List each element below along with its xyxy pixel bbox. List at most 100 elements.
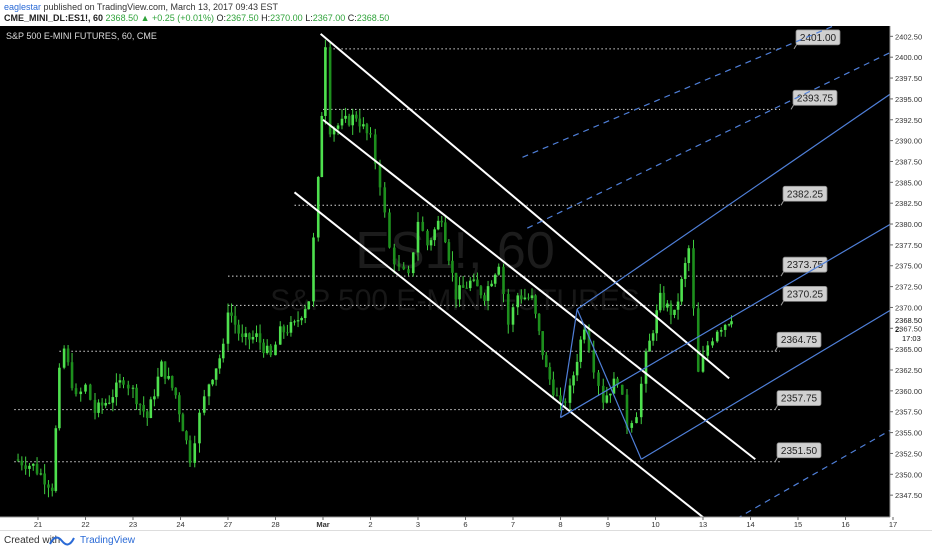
ohlc-readout: CME_MINI_DL:ES1!, 60 2368.50 ▲ +0.25 (+0…: [4, 13, 389, 23]
candle-body: [662, 292, 666, 308]
candle-body: [587, 329, 591, 351]
candle-body: [131, 387, 135, 389]
price-level-label-box: [792, 89, 838, 106]
price-level-label: 2373.75: [787, 260, 824, 271]
publish-info: eaglestar published on TradingView.com, …: [4, 2, 278, 12]
time-tick-label: 9: [606, 520, 610, 529]
candle-body: [373, 134, 377, 164]
candle-body: [316, 176, 320, 238]
candle-body: [727, 324, 731, 326]
candle-body: [293, 321, 296, 323]
candle-body: [468, 280, 472, 289]
price-level-label: 2382.25: [787, 189, 824, 200]
candle-body: [174, 387, 178, 396]
close-value: 2368.50: [356, 13, 390, 23]
candle-body: [486, 286, 490, 301]
candle-body: [476, 279, 479, 287]
time-tick-label: 6: [463, 520, 467, 529]
candle-body: [240, 333, 244, 337]
time-tick-label: 22: [81, 520, 89, 529]
candle-body: [58, 367, 61, 429]
candle-body: [666, 303, 669, 308]
candle-body: [582, 329, 586, 340]
candle-body: [687, 248, 691, 264]
candle-body: [138, 404, 142, 406]
candle-body: [170, 376, 174, 388]
candle-body: [31, 463, 35, 466]
candle-body: [730, 321, 733, 325]
candle-body: [178, 395, 181, 415]
price-tick-label: 2372.50: [895, 283, 922, 292]
candle-body: [609, 393, 612, 396]
candle-body: [135, 387, 138, 405]
price-tick-label: 2360.00: [895, 387, 922, 396]
candle-body: [274, 344, 277, 356]
time-tick-label: Mar: [316, 520, 329, 529]
up-channel-dashed-line: [522, 26, 835, 158]
candle-body: [97, 402, 100, 413]
tradingview-logo-icon: [49, 536, 75, 546]
trend-drawings: [293, 26, 899, 530]
candle-body: [269, 345, 273, 356]
candle-body: [50, 487, 54, 491]
candle-body: [328, 47, 332, 135]
price-tick-label: 2387.50: [895, 157, 922, 166]
price-tick-label: 2375.00: [895, 262, 922, 271]
open-value: 2367.50: [226, 13, 259, 23]
chart-title: S&P 500 E-MINI FUTURES, 60, CME: [6, 31, 157, 41]
candle-body: [20, 460, 24, 466]
close-label: C:: [347, 13, 357, 23]
candle-body: [163, 361, 167, 379]
price-chart[interactable]: ES1!, 60S&P 500 E-MINI FUTURES 2401.0023…: [0, 26, 932, 530]
price-tick-label: 2350.00: [895, 470, 922, 479]
candle-body: [358, 118, 362, 127]
candle-body: [104, 402, 107, 406]
price-level-label: 2393.75: [797, 93, 834, 104]
candle-body: [616, 378, 619, 385]
candle-body: [655, 310, 658, 334]
down-channel-line: [293, 191, 718, 530]
price-tick-label: 2370.00: [895, 303, 922, 312]
candle-body: [548, 367, 552, 380]
candle-body: [605, 395, 609, 403]
price-tick-label: 2385.00: [895, 178, 922, 187]
publisher-link[interactable]: eaglestar: [4, 2, 42, 12]
candle-body: [211, 379, 214, 385]
candle-body: [411, 252, 415, 274]
candle-body: [719, 329, 723, 332]
candle-body: [28, 465, 31, 469]
candle-body: [111, 397, 115, 403]
candle-body: [347, 115, 351, 126]
candle-body: [307, 301, 311, 310]
candle-body: [676, 301, 680, 310]
candle-body: [115, 382, 118, 398]
candle-body: [530, 295, 534, 299]
time-axis-background: [0, 517, 932, 530]
change-value: 2368.50 ▲ +0.25 (+0.01%): [105, 13, 215, 23]
candle-body: [506, 294, 510, 325]
candle-body: [66, 348, 70, 363]
candle-body: [544, 355, 548, 368]
tradingview-brand[interactable]: TradingView: [80, 535, 136, 546]
candle-body: [635, 417, 638, 424]
candle-body: [648, 340, 651, 352]
candle-body: [248, 333, 251, 340]
price-tick-label: 2355.00: [895, 429, 922, 438]
candle-body: [340, 118, 344, 126]
candle-body: [362, 124, 365, 127]
price-tick-label: 2352.50: [895, 449, 922, 458]
price-level-label-box: [782, 285, 828, 302]
time-tick-label: 10: [651, 520, 659, 529]
candle-body: [54, 428, 58, 491]
time-axis: 21 22 23 24 27 28 Mar 2 3 6 7 8 9 10 13 14 15 16 17: [0, 516, 932, 530]
time-tick-label: 16: [841, 520, 849, 529]
low-label: L:: [305, 13, 313, 23]
chart-header: eaglestar published on TradingView.com, …: [0, 0, 932, 26]
candle-body: [673, 309, 676, 315]
candle-body: [479, 286, 483, 296]
candle-body: [226, 312, 230, 344]
candle-body: [465, 287, 468, 289]
candle-body: [402, 266, 406, 270]
candle-body: [429, 240, 433, 246]
candle-body: [451, 260, 454, 273]
